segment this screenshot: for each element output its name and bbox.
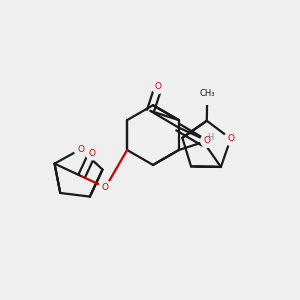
Text: CH₃: CH₃ (200, 89, 215, 98)
Text: O: O (89, 149, 96, 158)
Circle shape (224, 132, 237, 145)
Text: H: H (207, 133, 213, 142)
Text: O: O (102, 183, 109, 192)
Text: O: O (155, 82, 162, 91)
Circle shape (201, 134, 214, 147)
Circle shape (86, 147, 99, 160)
Text: O: O (227, 134, 234, 143)
Circle shape (205, 132, 215, 143)
Text: O: O (77, 145, 84, 154)
Circle shape (152, 80, 165, 93)
Circle shape (74, 142, 87, 156)
Text: O: O (204, 136, 211, 145)
Circle shape (99, 181, 112, 194)
Circle shape (197, 83, 218, 104)
